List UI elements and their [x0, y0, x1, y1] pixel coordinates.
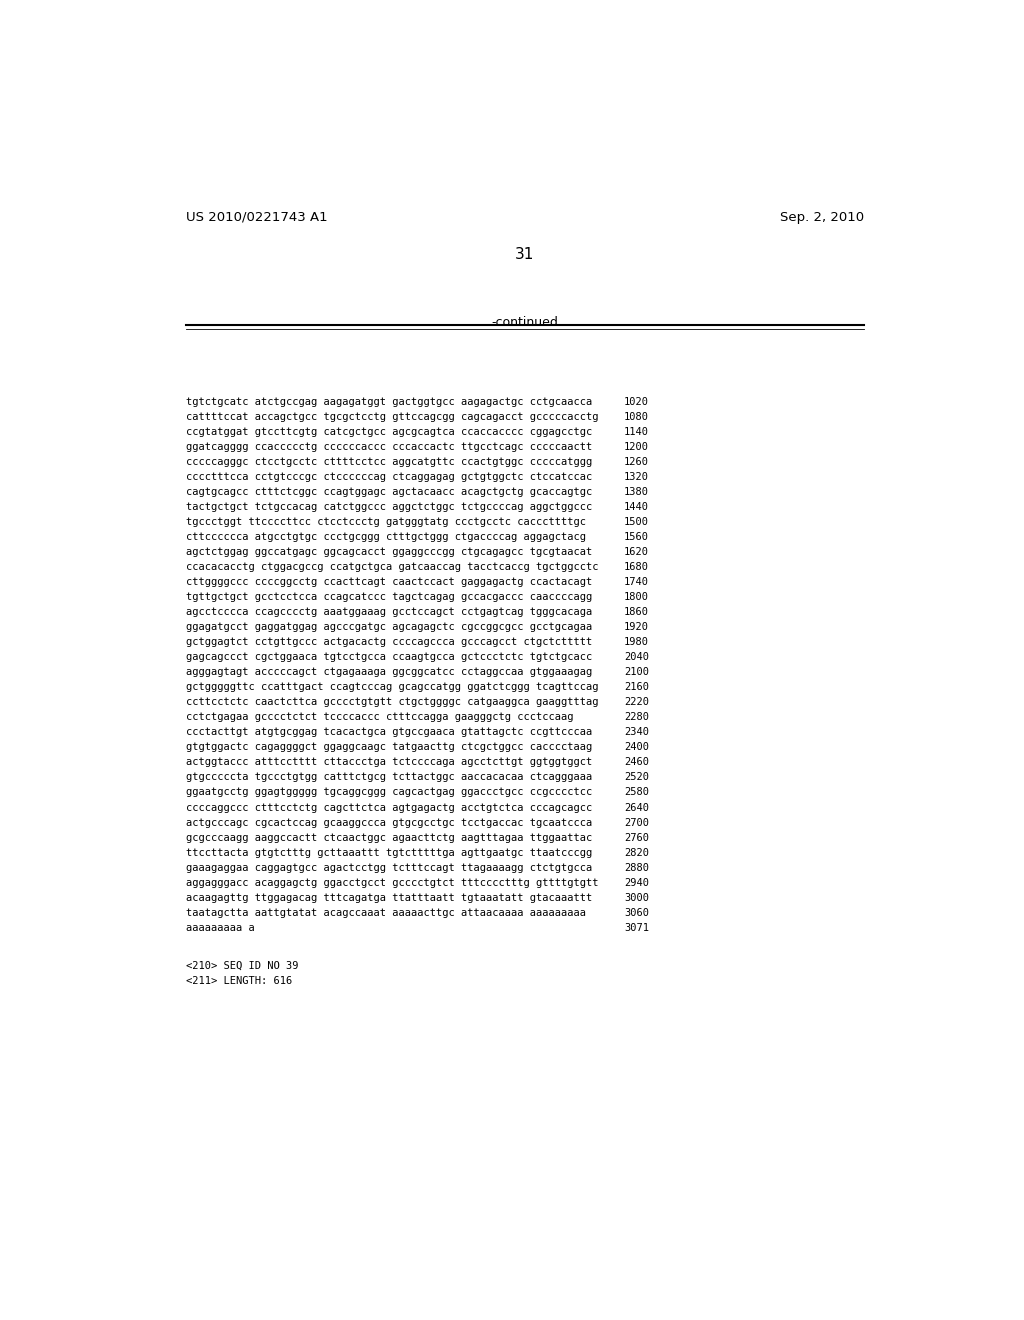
Text: 1980: 1980 — [624, 638, 649, 647]
Text: aaaaaaaaa a: aaaaaaaaa a — [186, 923, 255, 933]
Text: tgtctgcatc atctgccgag aagagatggt gactggtgcc aagagactgc cctgcaacca: tgtctgcatc atctgccgag aagagatggt gactggt… — [186, 397, 592, 407]
Text: cttggggccc ccccggcctg ccacttcagt caactccact gaggagactg ccactacagt: cttggggccc ccccggcctg ccacttcagt caactcc… — [186, 577, 592, 587]
Text: 2700: 2700 — [624, 817, 649, 828]
Text: ccgtatggat gtccttcgtg catcgctgcc agcgcagtca ccaccacccc cggagcctgc: ccgtatggat gtccttcgtg catcgctgcc agcgcag… — [186, 428, 592, 437]
Text: cagtgcagcc ctttctcggc ccagtggagc agctacaacc acagctgctg gcaccagtgc: cagtgcagcc ctttctcggc ccagtggagc agctaca… — [186, 487, 592, 498]
Text: actgcccagc cgcactccag gcaaggccca gtgcgcctgc tcctgaccac tgcaatccca: actgcccagc cgcactccag gcaaggccca gtgcgcc… — [186, 817, 592, 828]
Text: 1020: 1020 — [624, 397, 649, 407]
Text: 1560: 1560 — [624, 532, 649, 543]
Text: gcgcccaagg aaggccactt ctcaactggc agaacttctg aagtttagaa ttggaattac: gcgcccaagg aaggccactt ctcaactggc agaactt… — [186, 833, 592, 842]
Text: 1800: 1800 — [624, 593, 649, 602]
Text: ccctacttgt atgtgcggag tcacactgca gtgccgaaca gtattagctc ccgttcccaa: ccctacttgt atgtgcggag tcacactgca gtgccga… — [186, 727, 592, 738]
Text: 2940: 2940 — [624, 878, 649, 887]
Text: ggatcagggg ccaccccctg ccccccaccc cccaccactc ttgcctcagc cccccaactt: ggatcagggg ccaccccctg ccccccaccc cccacca… — [186, 442, 592, 453]
Text: acaagagttg ttggagacag tttcagatga ttatttaatt tgtaaatatt gtacaaattt: acaagagttg ttggagacag tttcagatga ttattta… — [186, 892, 592, 903]
Text: 3071: 3071 — [624, 923, 649, 933]
Text: <210> SEQ ID NO 39: <210> SEQ ID NO 39 — [186, 961, 299, 970]
Text: actggtaccc atttcctttt cttaccctga tctccccaga agcctcttgt ggtggtggct: actggtaccc atttcctttt cttaccctga tctcccc… — [186, 758, 592, 767]
Text: 1380: 1380 — [624, 487, 649, 498]
Text: gctgggggttc ccatttgact ccagtcccag gcagccatgg ggatctcggg tcagttccag: gctgggggttc ccatttgact ccagtcccag gcagcc… — [186, 682, 599, 693]
Text: 1200: 1200 — [624, 442, 649, 453]
Text: 2280: 2280 — [624, 713, 649, 722]
Text: gctggagtct cctgttgccc actgacactg ccccagccca gcccagcct ctgctcttttt: gctggagtct cctgttgccc actgacactg ccccagc… — [186, 638, 592, 647]
Text: 1680: 1680 — [624, 562, 649, 573]
Text: 2160: 2160 — [624, 682, 649, 693]
Text: cattttccat accagctgcc tgcgctcctg gttccagcgg cagcagacct gcccccacctg: cattttccat accagctgcc tgcgctcctg gttccag… — [186, 412, 599, 422]
Text: tgttgctgct gcctcctcca ccagcatccc tagctcagag gccacgaccc caaccccagg: tgttgctgct gcctcctcca ccagcatccc tagctca… — [186, 593, 592, 602]
Text: Sep. 2, 2010: Sep. 2, 2010 — [780, 211, 864, 224]
Text: 2880: 2880 — [624, 862, 649, 873]
Text: 2640: 2640 — [624, 803, 649, 813]
Text: gagcagccct cgctggaaca tgtcctgcca ccaagtgcca gctccctctc tgtctgcacc: gagcagccct cgctggaaca tgtcctgcca ccaagtg… — [186, 652, 592, 663]
Text: tactgctgct tctgccacag catctggccc aggctctggc tctgccccag aggctggccc: tactgctgct tctgccacag catctggccc aggctct… — [186, 502, 592, 512]
Text: ggagatgcct gaggatggag agcccgatgc agcagagctc cgccggcgcc gcctgcagaa: ggagatgcct gaggatggag agcccgatgc agcagag… — [186, 622, 592, 632]
Text: 2040: 2040 — [624, 652, 649, 663]
Text: 1080: 1080 — [624, 412, 649, 422]
Text: aggagggacc acaggagctg ggacctgcct gcccctgtct tttcccctttg gttttgtgtt: aggagggacc acaggagctg ggacctgcct gcccctg… — [186, 878, 599, 887]
Text: 1920: 1920 — [624, 622, 649, 632]
Text: ttccttacta gtgtctttg gcttaaattt tgtctttttga agttgaatgc ttaatcccgg: ttccttacta gtgtctttg gcttaaattt tgtctttt… — [186, 847, 592, 858]
Text: ggaatgcctg ggagtggggg tgcaggcggg cagcactgag ggaccctgcc ccgcccctcc: ggaatgcctg ggagtggggg tgcaggcggg cagcact… — [186, 788, 592, 797]
Text: agggagtagt acccccagct ctgagaaaga ggcggcatcc cctaggccaa gtggaaagag: agggagtagt acccccagct ctgagaaaga ggcggca… — [186, 668, 592, 677]
Text: ccacacacctg ctggacgccg ccatgctgca gatcaaccag tacctcaccg tgctggcctc: ccacacacctg ctggacgccg ccatgctgca gatcaa… — [186, 562, 599, 573]
Text: agcctcccca ccagcccctg aaatggaaag gcctccagct cctgagtcag tgggcacaga: agcctcccca ccagcccctg aaatggaaag gcctcca… — [186, 607, 592, 618]
Text: 3060: 3060 — [624, 908, 649, 917]
Text: 2520: 2520 — [624, 772, 649, 783]
Text: cctctgagaa gcccctctct tccccaccc ctttccagga gaagggctg ccctccaag: cctctgagaa gcccctctct tccccaccc ctttccag… — [186, 713, 573, 722]
Text: 1440: 1440 — [624, 502, 649, 512]
Text: 1740: 1740 — [624, 577, 649, 587]
Text: 2460: 2460 — [624, 758, 649, 767]
Text: taatagctta aattgtatat acagccaaat aaaaacttgc attaacaaaa aaaaaaaaa: taatagctta aattgtatat acagccaaat aaaaact… — [186, 908, 586, 917]
Text: 1320: 1320 — [624, 473, 649, 482]
Text: 3000: 3000 — [624, 892, 649, 903]
Text: ccttcctctc caactcttca gcccctgtgtt ctgctggggc catgaaggca gaaggtttag: ccttcctctc caactcttca gcccctgtgtt ctgctg… — [186, 697, 599, 708]
Text: 1140: 1140 — [624, 428, 649, 437]
Text: gtgtggactc cagaggggct ggaggcaagc tatgaacttg ctcgctggcc cacccctaag: gtgtggactc cagaggggct ggaggcaagc tatgaac… — [186, 742, 592, 752]
Text: 2820: 2820 — [624, 847, 649, 858]
Text: 2100: 2100 — [624, 668, 649, 677]
Text: cttcccccca atgcctgtgc ccctgcggg ctttgctggg ctgaccccag aggagctacg: cttcccccca atgcctgtgc ccctgcggg ctttgctg… — [186, 532, 586, 543]
Text: 1860: 1860 — [624, 607, 649, 618]
Text: 2340: 2340 — [624, 727, 649, 738]
Text: 31: 31 — [515, 247, 535, 261]
Text: ccccaggccc ctttcctctg cagcttctca agtgagactg acctgtctca cccagcagcc: ccccaggccc ctttcctctg cagcttctca agtgaga… — [186, 803, 592, 813]
Text: 2400: 2400 — [624, 742, 649, 752]
Text: cccctttcca cctgtcccgc ctccccccag ctcaggagag gctgtggctc ctccatccac: cccctttcca cctgtcccgc ctccccccag ctcagga… — [186, 473, 592, 482]
Text: US 2010/0221743 A1: US 2010/0221743 A1 — [186, 211, 328, 224]
Text: tgccctggt ttccccttcc ctcctccctg gatgggtatg ccctgcctc cacccttttgc: tgccctggt ttccccttcc ctcctccctg gatgggta… — [186, 517, 586, 527]
Text: -continued: -continued — [492, 317, 558, 329]
Text: <211> LENGTH: 616: <211> LENGTH: 616 — [186, 975, 293, 986]
Text: 1260: 1260 — [624, 457, 649, 467]
Text: 1500: 1500 — [624, 517, 649, 527]
Text: gtgcccccta tgccctgtgg catttctgcg tcttactggc aaccacacaa ctcagggaaa: gtgcccccta tgccctgtgg catttctgcg tcttact… — [186, 772, 592, 783]
Text: 2220: 2220 — [624, 697, 649, 708]
Text: agctctggag ggccatgagc ggcagcacct ggaggcccgg ctgcagagcc tgcgtaacat: agctctggag ggccatgagc ggcagcacct ggaggcc… — [186, 548, 592, 557]
Text: gaaagaggaa caggagtgcc agactcctgg tctttccagt ttagaaaagg ctctgtgcca: gaaagaggaa caggagtgcc agactcctgg tctttcc… — [186, 862, 592, 873]
Text: 2760: 2760 — [624, 833, 649, 842]
Text: 1620: 1620 — [624, 548, 649, 557]
Text: 2580: 2580 — [624, 788, 649, 797]
Text: cccccagggc ctcctgcctc cttttcctcc aggcatgttc ccactgtggc cccccatggg: cccccagggc ctcctgcctc cttttcctcc aggcatg… — [186, 457, 592, 467]
